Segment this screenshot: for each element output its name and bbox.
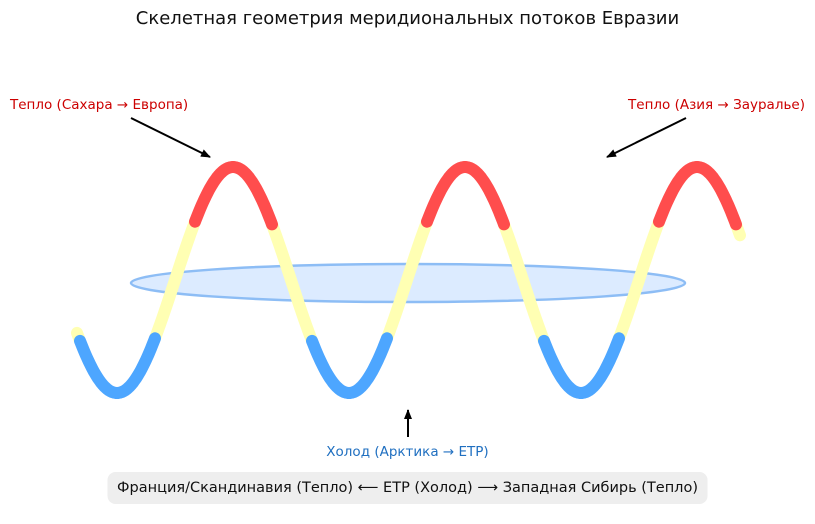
wave-segment-cold-7 xyxy=(74,332,161,399)
wave-segment-transition-5 xyxy=(613,215,665,345)
rossby-wave xyxy=(71,161,746,399)
wave-segment-transition-2 xyxy=(266,218,318,347)
cold-label-arctic-etr: Холод (Арктика → ЕТР) xyxy=(326,444,489,460)
wave-segment-transition-3 xyxy=(381,215,433,345)
warm-label-sahara-europe: Тепло (Сахара → Европа) xyxy=(10,97,189,113)
warm-arrow-right xyxy=(606,117,687,158)
footer-summary: Франция/Скандинавия (Тепло) ⟵ ЕТР (Холод… xyxy=(107,472,708,504)
warm-label-asia-urals: Тепло (Азия → Зауралье) xyxy=(628,97,805,113)
wave-segment-warm-11 xyxy=(421,161,510,231)
wave-segment-warm-10 xyxy=(189,161,278,231)
wave-segment-cold-9 xyxy=(538,332,625,399)
warm-arrow-left xyxy=(130,117,211,158)
wave-segment-transition-4 xyxy=(498,218,550,347)
wave-segment-warm-12 xyxy=(653,161,742,231)
wave-segment-cold-8 xyxy=(306,332,393,399)
wave-segment-transition-1 xyxy=(149,215,201,345)
page-title: Скелетная геометрия меридиональных поток… xyxy=(135,8,680,29)
